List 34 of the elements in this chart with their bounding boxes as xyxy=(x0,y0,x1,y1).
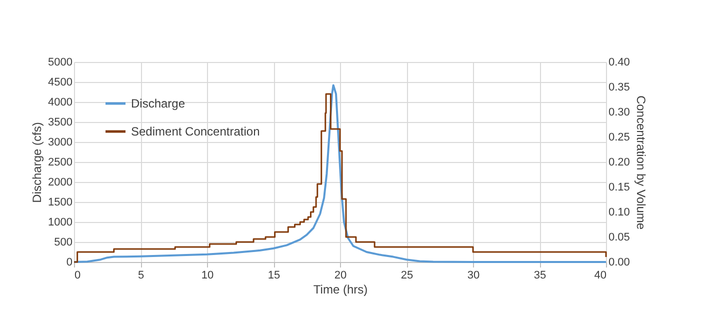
y2-axis-title: Concentration by Volume xyxy=(634,95,648,230)
x-tick-label: 0 xyxy=(74,270,81,282)
x-tick-label: 20 xyxy=(334,270,347,282)
x-axis-title: Time (hrs) xyxy=(313,282,368,296)
y-tick-label: 1000 xyxy=(48,216,72,228)
x-tick-label: 15 xyxy=(268,270,280,282)
y-tick-label: 4000 xyxy=(48,96,72,108)
y-tick-label: 3500 xyxy=(48,116,72,128)
y2-tick-label: 0.35 xyxy=(608,82,630,94)
y2-tick-label: 0.30 xyxy=(608,106,630,118)
legend-label: Discharge xyxy=(131,96,186,110)
x-tick-label: 10 xyxy=(201,270,214,282)
y2-tick-label: 0.10 xyxy=(608,206,630,218)
y-tick-label: 3000 xyxy=(48,136,72,148)
y-tick-label: 2500 xyxy=(48,156,72,168)
x-tick-label: 5 xyxy=(138,270,144,282)
y2-tick-label: 0.25 xyxy=(608,132,630,144)
y-tick-label: 500 xyxy=(54,236,72,248)
y-tick-label: 2000 xyxy=(48,176,72,188)
y-tick-label: 1500 xyxy=(48,196,72,208)
y-tick-label: 0 xyxy=(66,256,72,268)
x-tick-label: 35 xyxy=(534,270,546,282)
y2-tick-label: 0.20 xyxy=(608,156,630,168)
x-tick-label: 30 xyxy=(467,270,480,282)
x-tick-label: 25 xyxy=(400,270,414,282)
y-axis-title: Discharge (cfs) xyxy=(30,122,44,203)
y2-tick-label: 0.05 xyxy=(608,232,630,244)
y2-tick-label: 0.00 xyxy=(608,256,630,268)
y2-tick-label: 0.40 xyxy=(608,56,630,68)
y-tick-label: 5000 xyxy=(48,56,72,68)
x-tick-label: 40 xyxy=(594,270,606,282)
legend-label: Sediment Concentration xyxy=(131,124,260,138)
y-tick-label: 4500 xyxy=(48,76,72,88)
y2-tick-label: 0.15 xyxy=(608,182,630,194)
